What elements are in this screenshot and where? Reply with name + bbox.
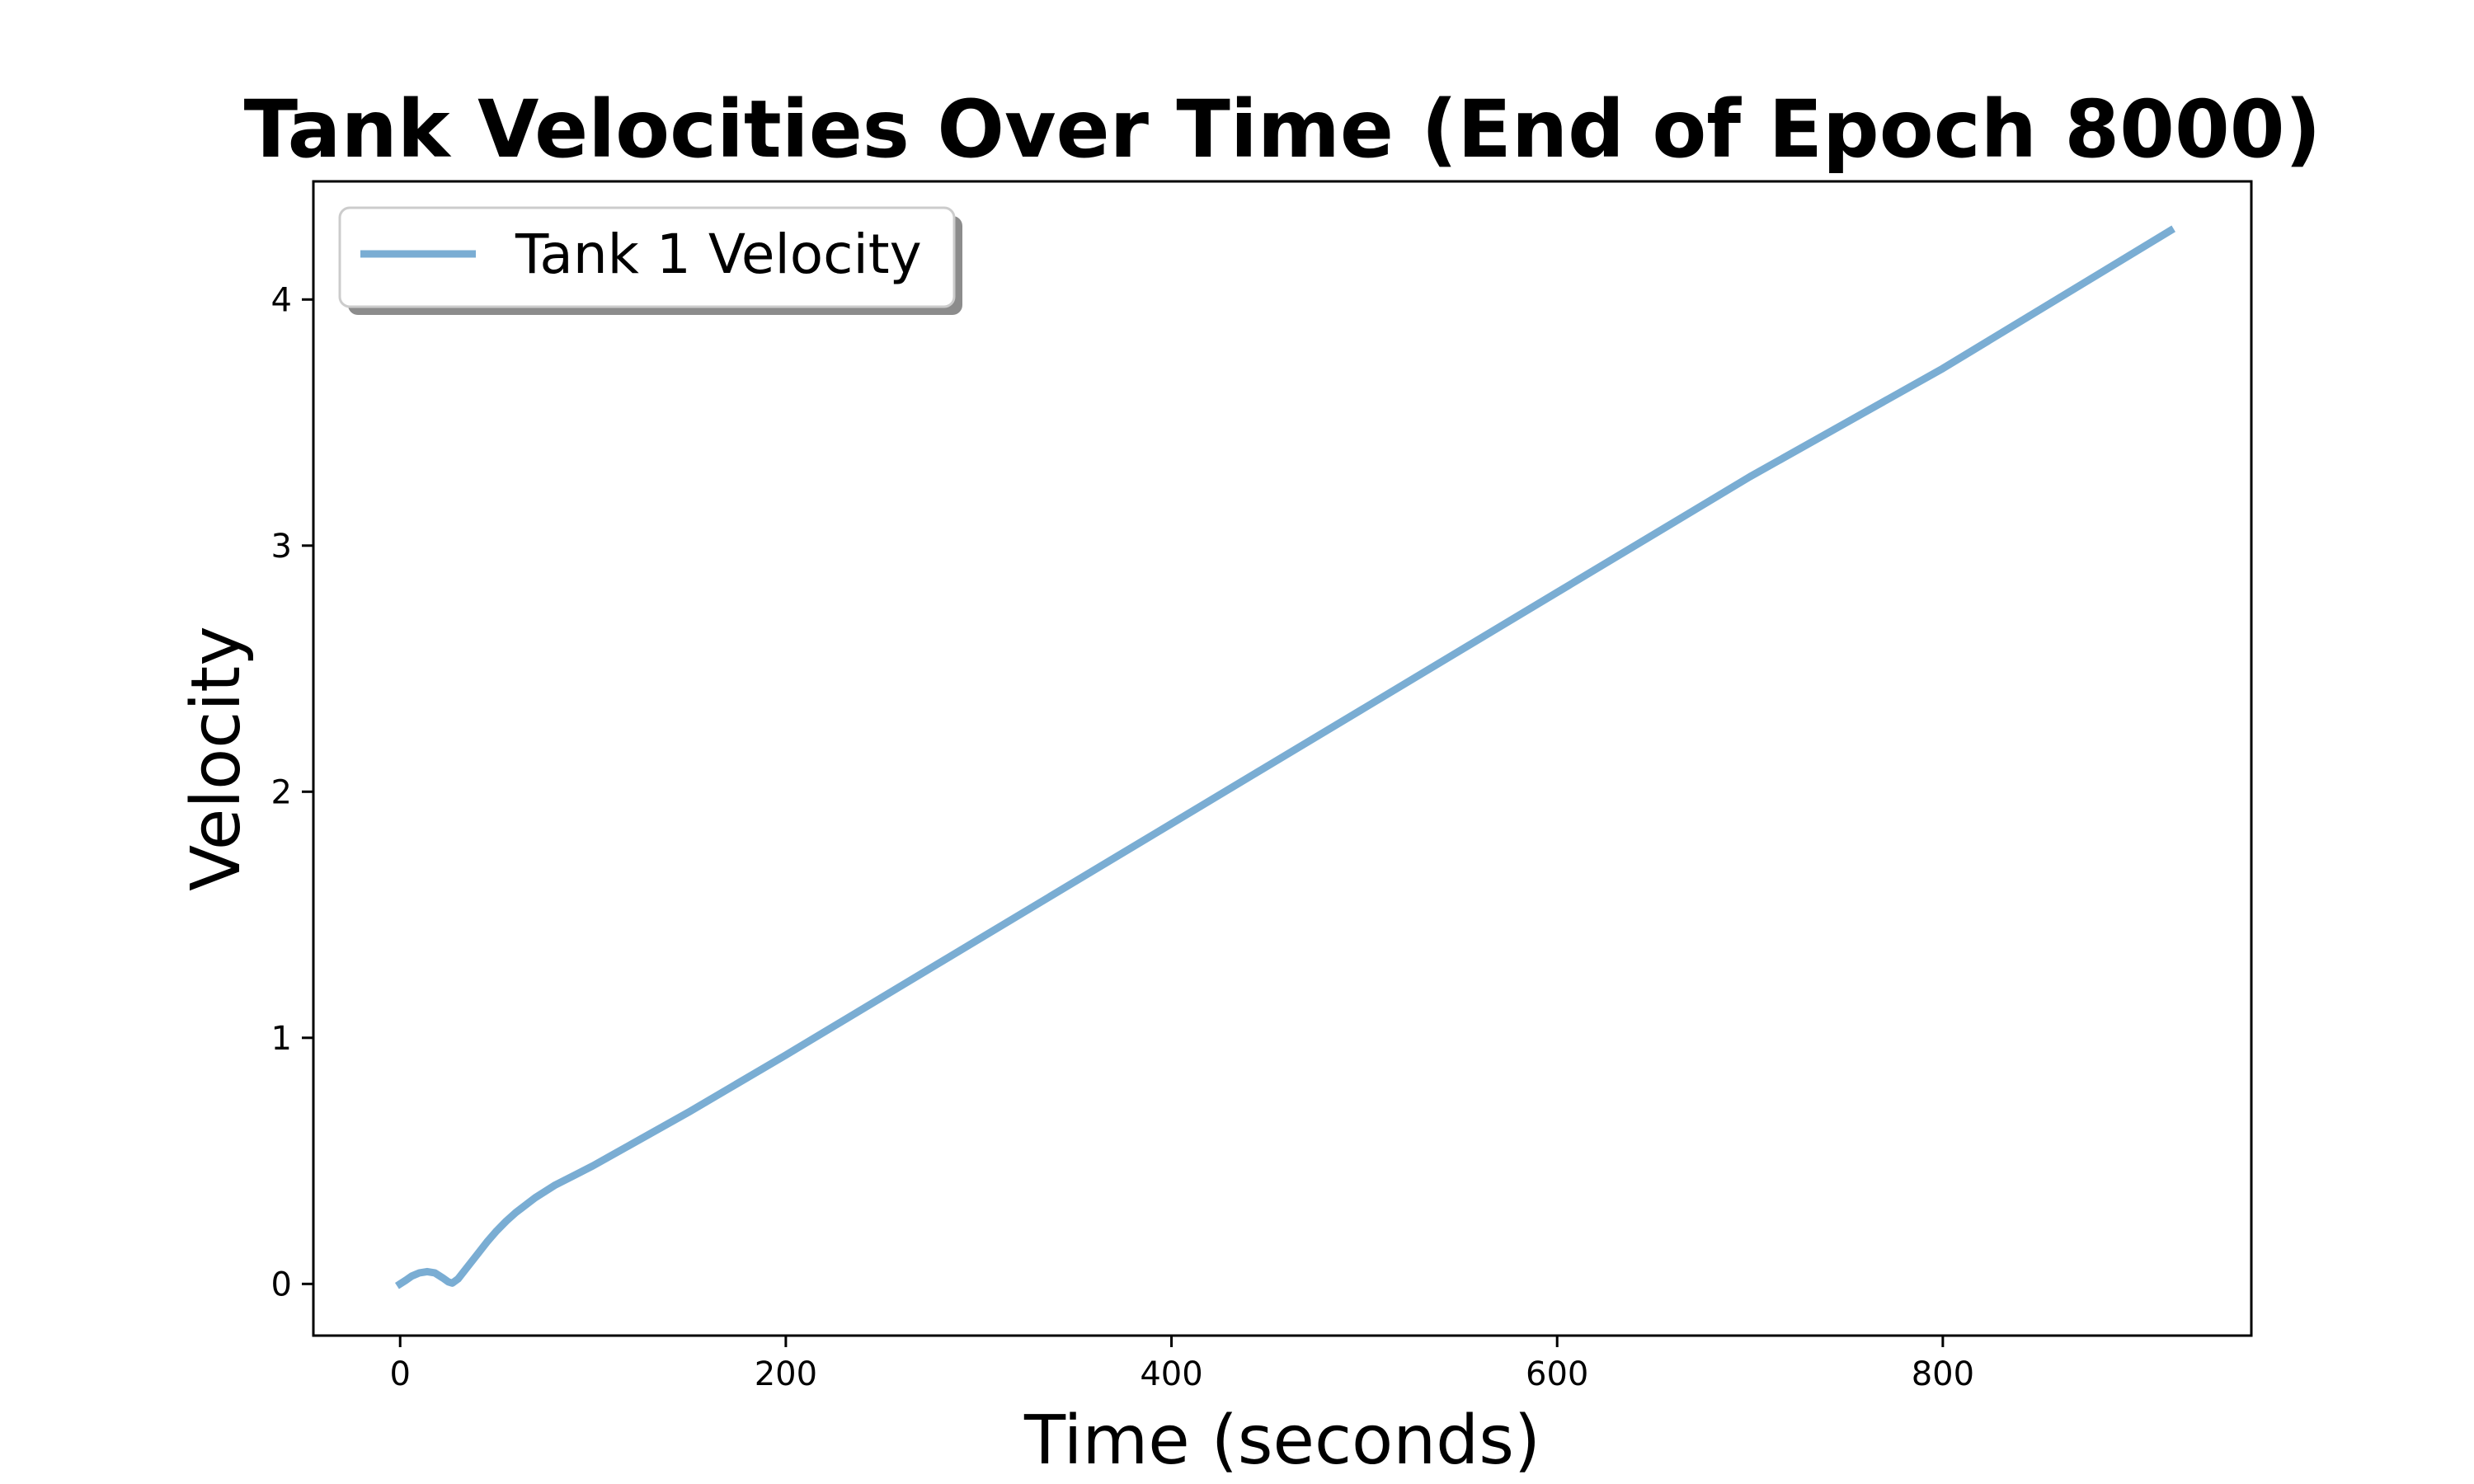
y-tick-label: 4 [271, 281, 292, 319]
series-line-tank-1 [394, 225, 2175, 1289]
x-tick-label: 400 [1140, 1355, 1202, 1393]
legend: Tank 1 Velocity [338, 206, 962, 315]
x-tick-label: 600 [1526, 1355, 1588, 1393]
y-axis-ticks: 0 1 2 3 4 [271, 281, 313, 1303]
legend-label-tank-1: Tank 1 Velocity [515, 223, 922, 286]
y-tick-label: 0 [271, 1266, 292, 1303]
series-layer [394, 225, 2175, 1289]
x-tick-label: 0 [389, 1355, 410, 1393]
x-axis-label: Time (seconds) [1023, 1402, 1540, 1480]
plot-area-frame [312, 180, 2253, 1337]
x-axis-ticks: 0 200 400 600 800 [389, 1336, 1974, 1393]
y-tick-label: 2 [271, 773, 292, 811]
chart-title: Tank Velocities Over Time (End of Epoch … [244, 83, 2321, 176]
y-tick-label: 1 [271, 1020, 292, 1058]
legend-box [338, 206, 956, 308]
x-tick-label: 800 [1912, 1355, 1974, 1393]
y-axis-label: Velocity [177, 626, 256, 891]
x-tick-label: 200 [755, 1355, 817, 1393]
y-tick-label: 3 [271, 528, 292, 566]
